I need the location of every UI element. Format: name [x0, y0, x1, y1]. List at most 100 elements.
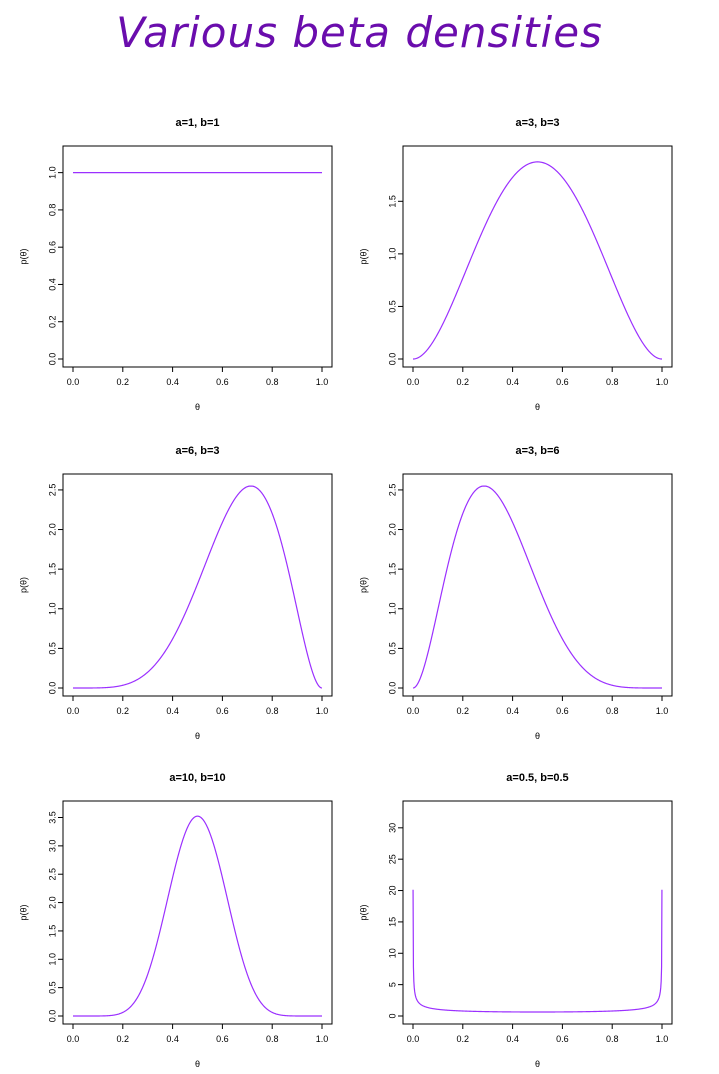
y-tick-label: 0.0 [387, 353, 397, 366]
chart-panel-5: a=10, b=10 0.0 0.2 0.4 0.6 0.8 1.0 0.0 0.5 1.0 1.5… [18, 772, 333, 1069]
y-tick-label: 0.5 [47, 642, 57, 655]
x-tick-label: 0.4 [506, 377, 519, 387]
y-tick-label: 2.0 [47, 523, 57, 536]
plot-frame [402, 473, 673, 697]
y-tick-label: 0 [387, 1013, 397, 1018]
y-tick-label: 1.0 [47, 603, 57, 616]
x-tick-label: 0.8 [606, 377, 619, 387]
y-axis-label: p(θ) [358, 248, 368, 264]
plot-frame [62, 145, 333, 368]
chart-panel-2: a=3, b=3 0.0 0.2 0.4 0.6 0.8 1.0 0.0 0.5 1.0 1.5 θ p… [358, 117, 673, 412]
y-axis-label: p(θ) [18, 248, 28, 264]
y-tick-label: 1.5 [387, 563, 397, 576]
x-tick-label: 1.0 [316, 377, 329, 387]
x-tick-label: 0.4 [166, 1034, 179, 1044]
chart-title: a=1, b=1 [175, 117, 219, 129]
x-tick-label: 0.8 [606, 706, 619, 716]
x-tick-label: 0.0 [67, 377, 80, 387]
chart-panel-3: a=6, b=3 0.0 0.2 0.4 0.6 0.8 1.0 0.0 0.5 1.0 1.5 2.… [18, 445, 333, 741]
y-tick-label: 1.0 [387, 248, 397, 261]
x-tick-label: 0.2 [457, 377, 470, 387]
plot-frame [62, 800, 333, 1025]
y-tick-label: 1.5 [387, 195, 397, 208]
y-tick-label: 2.5 [47, 484, 57, 497]
density-line [412, 485, 662, 689]
x-tick-label: 0.0 [407, 1034, 420, 1044]
y-tick-label: 3.5 [47, 811, 57, 824]
y-axis-label: p(θ) [18, 904, 28, 920]
x-tick-label: 0.2 [457, 706, 470, 716]
density-line [412, 161, 663, 360]
y-tick-label: 25 [387, 854, 397, 864]
y-tick-label: 1.0 [47, 953, 57, 966]
x-tick-label: 0.6 [216, 1034, 229, 1044]
y-axis-label: p(θ) [358, 904, 368, 920]
y-tick-label: 0.6 [47, 241, 57, 254]
chart-title: a=0.5, b=0.5 [506, 772, 568, 784]
x-tick-label: 0.6 [216, 706, 229, 716]
y-tick-label: 1.0 [387, 603, 397, 616]
y-axis-label: p(θ) [358, 577, 368, 593]
density-line [73, 815, 322, 1017]
y-tick-label: 15 [387, 917, 397, 927]
y-tick-label: 5 [387, 982, 397, 987]
plot-frame [62, 473, 333, 697]
y-tick-label: 0.5 [387, 642, 397, 655]
y-tick-label: 0.0 [387, 682, 397, 695]
page-title: Various beta densities [116, 8, 603, 57]
x-tick-label: 0.4 [506, 706, 519, 716]
x-tick-label: 0.2 [117, 377, 130, 387]
x-axis-label: θ [535, 402, 540, 412]
x-tick-label: 1.0 [656, 377, 669, 387]
y-tick-label: 2.0 [47, 896, 57, 909]
y-tick-label: 3.0 [47, 840, 57, 853]
y-tick-label: 0.5 [47, 981, 57, 994]
x-tick-label: 0.8 [266, 377, 279, 387]
x-axis-label: θ [195, 731, 200, 741]
y-tick-label: 30 [387, 823, 397, 833]
x-tick-label: 0.8 [266, 1034, 279, 1044]
x-tick-label: 0.6 [556, 706, 569, 716]
y-tick-label: 2.5 [387, 484, 397, 497]
y-tick-label: 0.2 [47, 315, 57, 328]
density-line [73, 485, 323, 689]
x-tick-label: 0.4 [166, 706, 179, 716]
x-tick-label: 0.8 [606, 1034, 619, 1044]
y-tick-label: 10 [387, 948, 397, 958]
x-tick-label: 0.4 [166, 377, 179, 387]
y-tick-label: 0.0 [47, 1010, 57, 1023]
y-tick-label: 0.5 [387, 300, 397, 313]
x-tick-label: 0.0 [67, 1034, 80, 1044]
chart-panel-4: a=3, b=6 0.0 0.2 0.4 0.6 0.8 1.0 0.0 0.5 1.0 1.5 2.… [358, 445, 673, 741]
plot-frame [402, 800, 673, 1025]
x-tick-label: 0.6 [216, 377, 229, 387]
y-tick-label: 20 [387, 886, 397, 896]
x-tick-label: 1.0 [316, 706, 329, 716]
x-tick-label: 0.6 [556, 377, 569, 387]
x-tick-label: 0.2 [117, 1034, 130, 1044]
chart-title: a=10, b=10 [169, 772, 225, 784]
x-tick-label: 1.0 [316, 1034, 329, 1044]
x-axis-label: θ [195, 1059, 200, 1069]
x-axis-label: θ [535, 1059, 540, 1069]
y-tick-label: 0.4 [47, 278, 57, 291]
chart-title: a=3, b=3 [515, 117, 559, 129]
x-tick-label: 0.8 [266, 706, 279, 716]
x-tick-label: 0.2 [457, 1034, 470, 1044]
x-tick-label: 1.0 [656, 706, 669, 716]
x-tick-label: 0.0 [407, 706, 420, 716]
chart-panel-1: a=1, b=1 0.0 0.2 0.4 0.6 0.8 1.0 0.0 0.2 0.4 0.6 0.… [18, 117, 333, 412]
chart-title: a=3, b=6 [515, 445, 559, 457]
plot-frame [402, 145, 673, 368]
x-axis-label: θ [535, 731, 540, 741]
y-tick-label: 0.0 [47, 353, 57, 366]
y-tick-label: 1.5 [47, 563, 57, 576]
x-tick-label: 0.0 [407, 377, 420, 387]
y-axis-label: p(θ) [18, 577, 28, 593]
y-tick-label: 1.0 [47, 166, 57, 179]
x-axis-label: θ [195, 402, 200, 412]
y-tick-label: 1.5 [47, 925, 57, 938]
x-tick-label: 1.0 [656, 1034, 669, 1044]
chart-panel-6: a=0.5, b=0.5 0.0 0.2 0.4 0.6 0.8 1.0 0 5 10 15 20 25… [358, 772, 673, 1069]
